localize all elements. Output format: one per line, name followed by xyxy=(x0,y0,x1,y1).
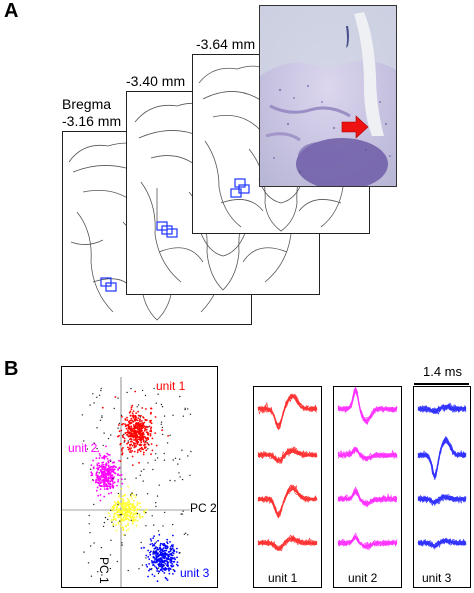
waveform-trace xyxy=(257,393,318,431)
panel-b-letter: B xyxy=(4,358,19,380)
waveform-label-unit-3: unit 3 xyxy=(422,571,452,585)
waveform-traces-unit-2 xyxy=(337,387,398,551)
pca-cluster-3 xyxy=(140,533,181,583)
pca-noise-points xyxy=(81,387,192,577)
waveform-trace xyxy=(417,537,467,550)
scale-bar-line xyxy=(414,383,469,385)
scale-bar-label: 1.4 ms xyxy=(423,364,463,379)
pca-cluster-label-unit-3: unit 3 xyxy=(180,566,210,580)
section-label-1: -3.16 mm xyxy=(62,113,122,129)
waveform-trace xyxy=(337,486,398,508)
bregma-label: Bregma xyxy=(62,96,112,112)
waveform-trace xyxy=(337,446,398,462)
waveform-box-unit-3: unit 3 xyxy=(413,386,471,588)
waveform-trace xyxy=(257,484,318,519)
pca-cluster-4 xyxy=(107,485,148,536)
pca-scatter xyxy=(62,377,192,587)
waveform-trace xyxy=(417,493,467,507)
pc2-axis-label: PC 2 xyxy=(190,501,217,515)
section-label-2: -3.40 mm xyxy=(126,73,186,89)
histology-photo xyxy=(259,5,397,187)
waveform-trace xyxy=(337,532,398,551)
pca-plot: unit 1 unit 2 unit 3 PC 2 PC 1 xyxy=(61,366,218,588)
pca-cluster-2 xyxy=(90,445,124,502)
waveform-trace xyxy=(337,387,398,425)
pca-cluster-label-unit-1: unit 1 xyxy=(156,379,186,393)
waveform-trace xyxy=(257,446,318,465)
pca-cluster-label-unit-2: unit 2 xyxy=(68,441,98,455)
waveform-box-unit-2: unit 2 xyxy=(333,386,402,588)
waveform-trace xyxy=(417,402,467,415)
pc1-axis-label: PC 1 xyxy=(97,557,111,584)
waveform-box-unit-1: unit 1 xyxy=(253,386,322,588)
pca-cluster-1 xyxy=(101,390,169,466)
waveform-label-unit-1: unit 1 xyxy=(268,571,298,585)
lesion-arrow-icon xyxy=(341,115,369,139)
panel-a-letter: A xyxy=(4,0,19,22)
histology-image xyxy=(260,6,396,186)
waveform-label-unit-2: unit 2 xyxy=(348,571,378,585)
waveform-trace xyxy=(417,435,467,480)
waveform-traces-unit-3 xyxy=(417,402,467,550)
section-label-3: -3.64 mm xyxy=(196,36,256,52)
waveform-trace xyxy=(257,534,318,552)
waveform-traces-unit-1 xyxy=(257,393,318,552)
